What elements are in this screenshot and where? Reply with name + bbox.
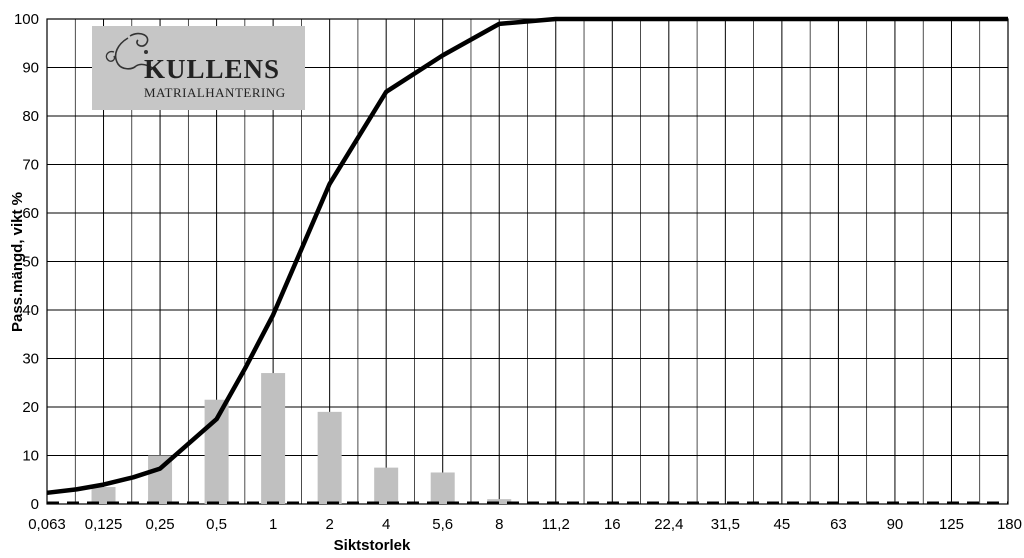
bar-series: [91, 373, 512, 504]
y-axis-title: Pass.mängd, vikt %: [9, 192, 26, 332]
fraction-bar: [91, 487, 116, 504]
x-tick-label: 0,063: [28, 516, 66, 533]
fraction-bar: [430, 472, 455, 504]
grading-line-series: [46, 16, 1008, 496]
company-logo: KULLENS MATRIALHANTERING: [92, 26, 305, 110]
grading-curve-line: [46, 16, 1008, 496]
x-tick-label: 0,25: [145, 516, 174, 533]
y-tick-label: 0: [31, 496, 39, 513]
x-tick-label: 90: [887, 516, 904, 533]
x-tick-label: 4: [382, 516, 390, 533]
fraction-bar: [374, 467, 399, 504]
logo-name: KULLENS: [144, 54, 281, 84]
fraction-bar: [487, 499, 512, 504]
x-tick-label: 8: [495, 516, 503, 533]
y-tick-label: 80: [22, 108, 39, 125]
x-tick-label: 16: [604, 516, 621, 533]
fraction-bar: [317, 411, 342, 504]
y-tick-label: 100: [14, 11, 39, 28]
x-tick-label: 11,2: [542, 516, 570, 533]
x-tick-label: 0,125: [85, 516, 123, 533]
y-tick-label: 90: [22, 60, 39, 77]
x-tick-label: 5,6: [432, 516, 453, 533]
y-tick-label: 60: [22, 205, 39, 222]
x-tick-label: 45: [774, 516, 791, 533]
grid: [46, 18, 1009, 505]
logo-subtitle: MATRIALHANTERING: [144, 85, 286, 100]
x-tick-label: 1: [269, 516, 277, 533]
x-axis-title: Siktstorlek: [334, 537, 411, 553]
x-tick-label: 2: [325, 516, 333, 533]
y-tick-label: 70: [22, 157, 39, 174]
fraction-bar: [261, 373, 286, 504]
y-tick-label: 10: [22, 448, 39, 465]
y-tick-label: 40: [22, 302, 39, 319]
x-tick-label: 0,5: [206, 516, 227, 533]
flourish-icon: [105, 32, 157, 71]
y-tick-labels: 0 10 20 30 40 50 60 70 80 90 100: [14, 11, 39, 513]
y-tick-label: 50: [22, 254, 39, 271]
x-tick-label: 63: [830, 516, 847, 533]
y-tick-label: 30: [22, 351, 39, 368]
x-tick-label: 125: [939, 516, 964, 533]
x-tick-label: 180: [997, 516, 1022, 533]
x-tick-labels: 0,063 0,125 0,25 0,5 1 2 4 5,6 8 11,2 16 22,4 31,5 45…: [28, 516, 1022, 533]
x-tick-label: 31,5: [711, 516, 740, 533]
x-tick-label: 22,4: [654, 516, 683, 533]
y-tick-label: 20: [22, 399, 39, 416]
